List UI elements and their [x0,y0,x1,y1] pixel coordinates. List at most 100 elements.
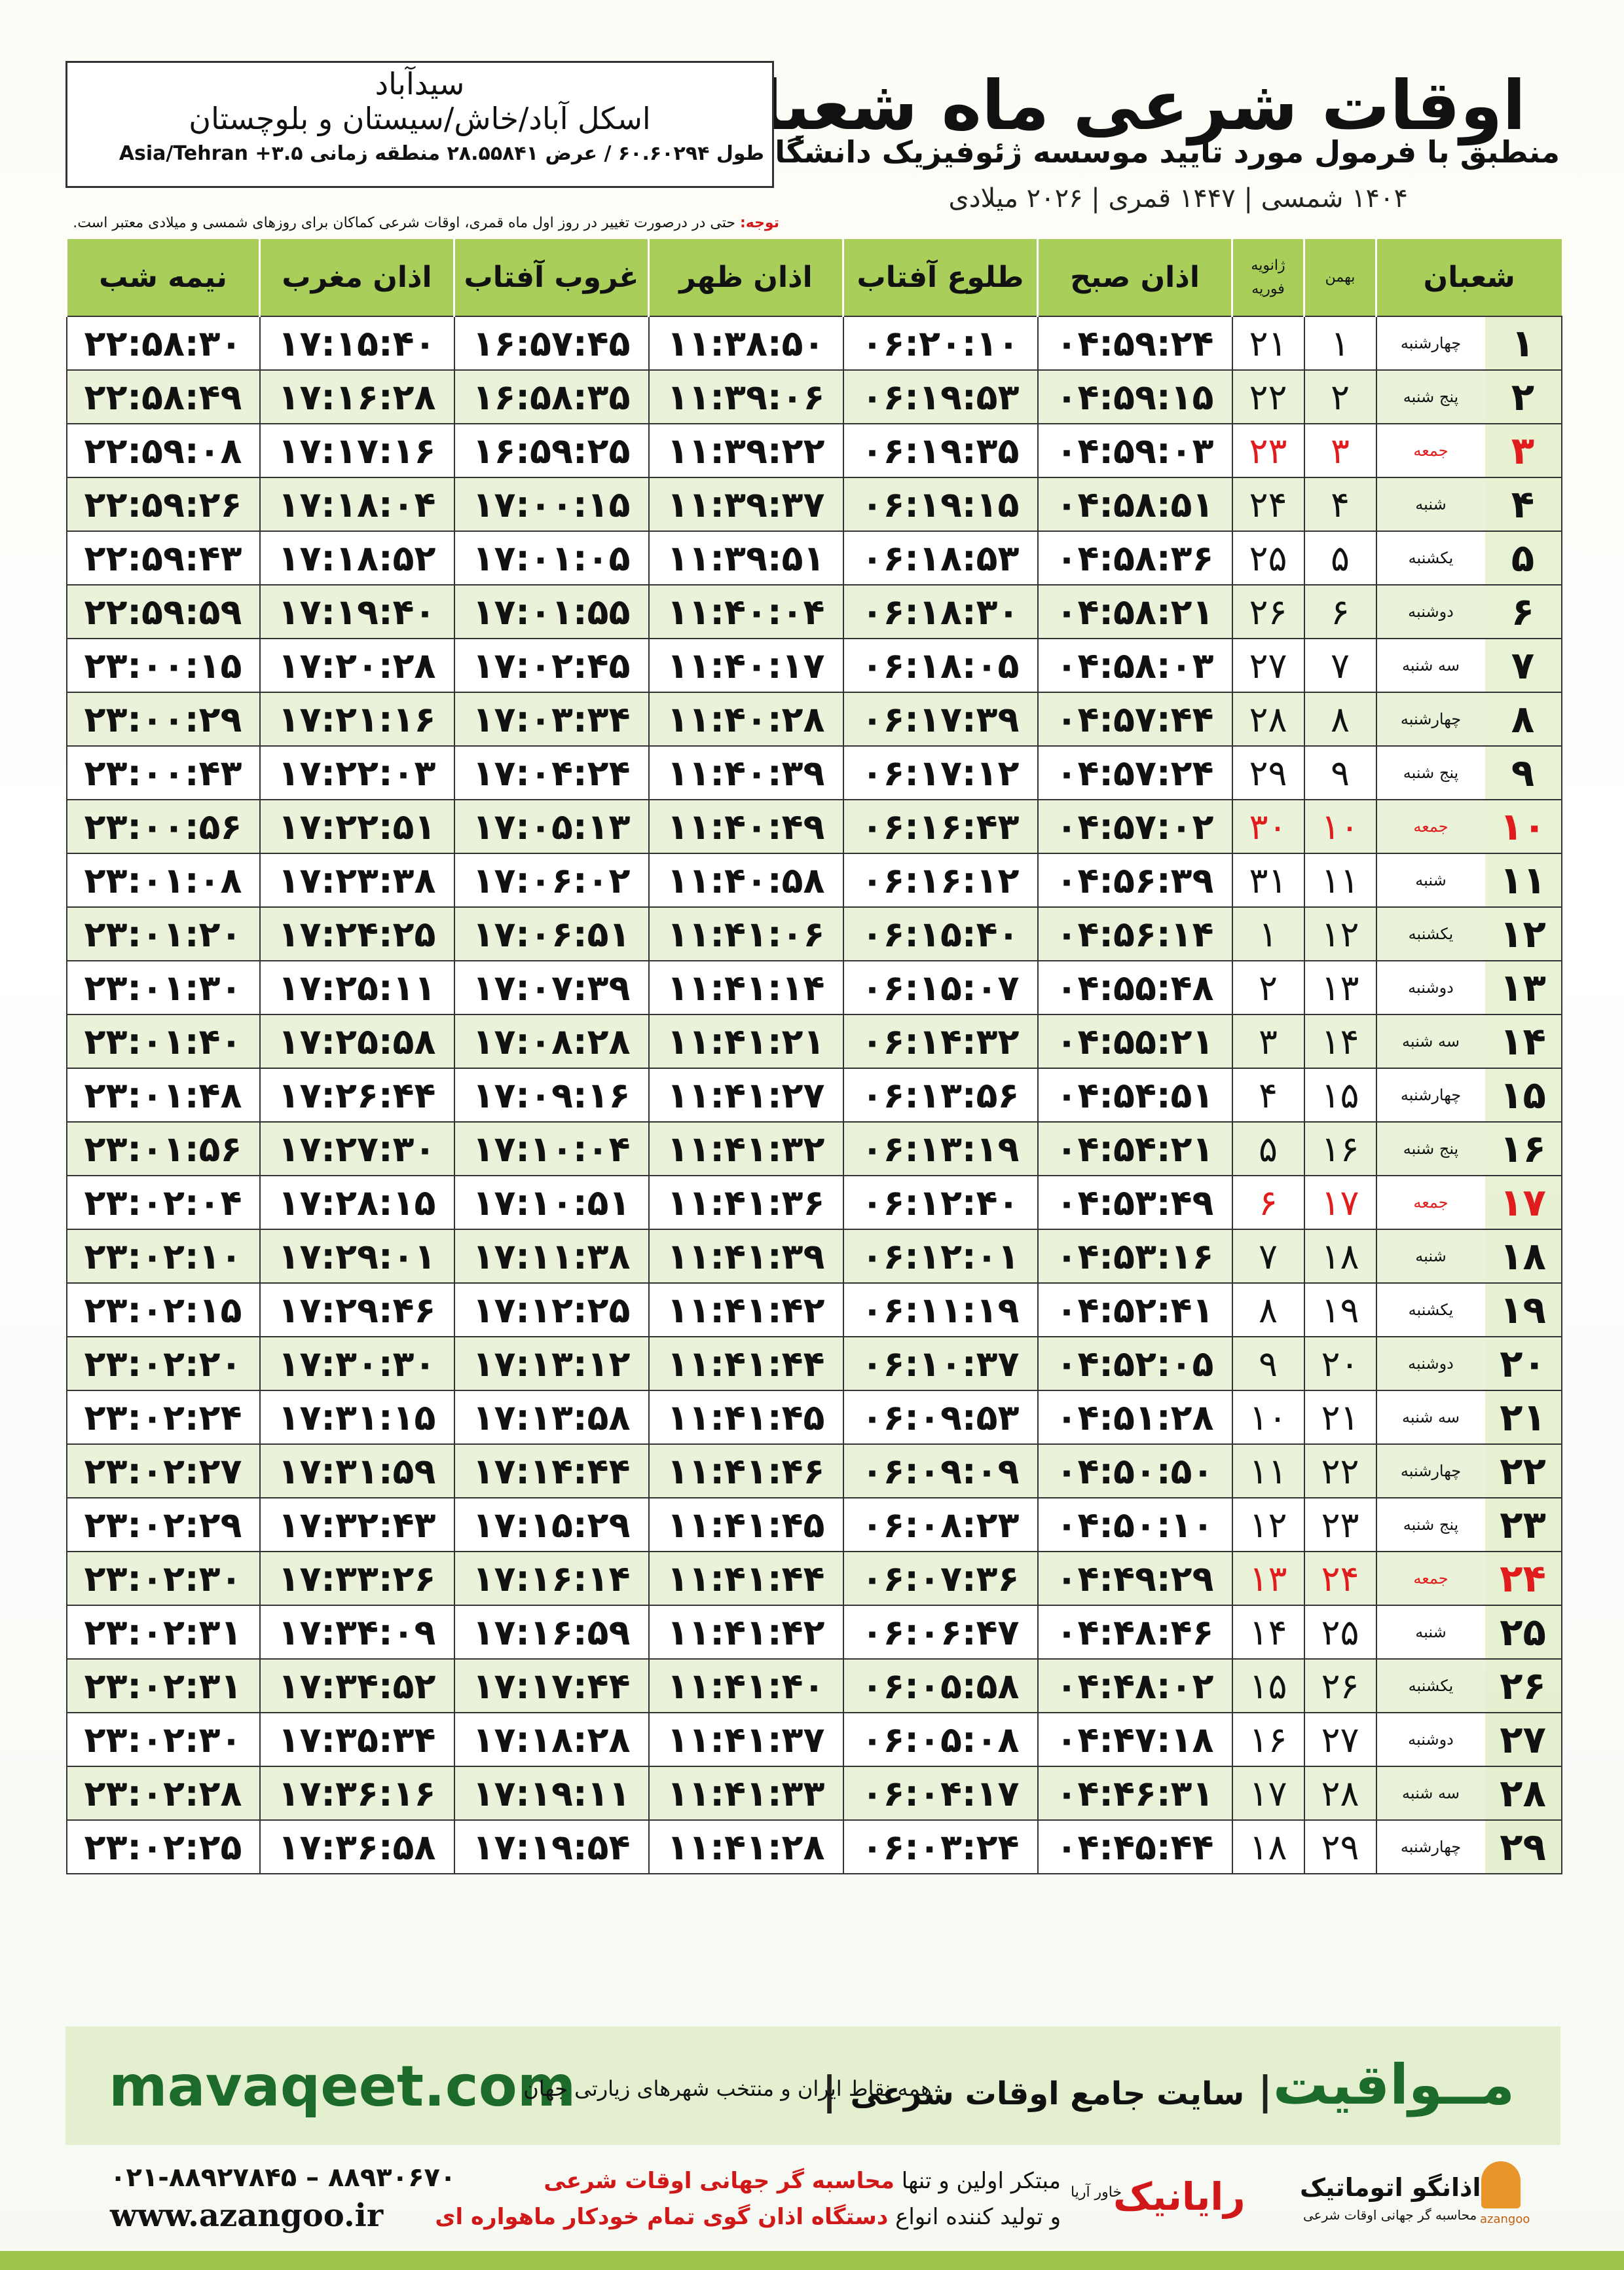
table-cell: ۱۷:۱۷:۱۶ [259,423,455,478]
table-cell: ۱۷:۲۱:۱۶ [259,692,455,747]
table-cell: ۱۷:۱۹:۴۰ [259,584,455,639]
table-cell: ۰۶:۱۵:۴۰ [842,906,1039,961]
table-cell: ۰۴:۵۴:۵۱ [1037,1068,1233,1123]
table-cell: ۱۰ [1303,799,1377,854]
table-row: ۸ چهارشنبه ۸ ۲۸ ۰۴:۵۷:۴۴ ۰۶:۱۷:۳۹ ۱۱:۴۰:۲۸ ۱۷:۰… [65,692,1562,747]
table-cell: ۲۹ [1231,745,1305,800]
table-cell: ۲۸ [1231,692,1305,747]
table-cell: ۲۳:۰۱:۰۸ [65,853,261,908]
table-cell: ۱۱:۴۱:۲۱ [648,1014,844,1069]
logo-text: رایانیک [1113,2174,1246,2219]
table-cell: ۲۳:۰۲:۱۰ [65,1229,261,1284]
header-cell: ژانویه فوریه [1231,239,1304,316]
brand: مــواقیت [1272,2053,1515,2117]
table-cell: جمعه [1375,1175,1485,1230]
table-cell: ۱۰ [1485,799,1562,854]
header-row: شعبان بهمن ژانویه فوریه اذان صبح طلوع آفتا… [65,239,1562,316]
table-cell: ۰۴:۵۷:۴۴ [1037,692,1233,747]
table-cell: ۱۸ [1231,1819,1305,1874]
table-cell: ۲۲:۵۹:۴۳ [65,530,261,586]
table-cell: ۰۶:۱۴:۳۲ [842,1014,1039,1069]
web-address: www.azangoo.ir [110,2197,384,2234]
table-cell: ۰۶:۱۶:۴۳ [842,799,1039,854]
table-cell: یکشنبه [1375,906,1485,961]
table-cell: ۱۹ [1303,1282,1377,1337]
table-cell: ۱۷:۰۱:۰۵ [453,530,650,586]
table-cell: ۴ [1485,477,1562,532]
table-cell: ۱۷:۲۹:۰۱ [259,1229,455,1284]
table-cell: ۲۹ [1485,1819,1562,1874]
table-row: ۱۹ یکشنبه ۱۹ ۸ ۰۴:۵۲:۴۱ ۰۶:۱۱:۱۹ ۱۱:۴۱:۴۲ ۱۷:۱۲… [65,1282,1562,1337]
table-cell: ۲۳:۰۲:۳۱ [65,1658,261,1713]
table-cell: ۱۷:۰۴:۲۴ [453,745,650,800]
table-cell: ۱۷:۰۱:۵۵ [453,584,650,639]
footer-line: و تولید کننده انواع دستگاه اذان گوی تمام… [435,2204,1061,2230]
table-cell: ۱۵ [1485,1068,1562,1123]
table-cell: ۱۷:۲۲:۵۱ [259,799,455,854]
table-row: ۹ پنج شنبه ۹ ۲۹ ۰۴:۵۷:۲۴ ۰۶:۱۷:۱۲ ۱۱:۴۰:۳۹ ۱۷:۰… [65,745,1562,800]
table-cell: ۱۷ [1303,1175,1377,1230]
table-cell: ۰۶:۲۰:۱۰ [842,316,1039,371]
table-cell: ۲۳:۰۲:۳۰ [65,1551,261,1606]
table-cell: جمعه [1375,423,1485,478]
table-row: ۲۰ دوشنبه ۲۰ ۹ ۰۴:۵۲:۰۵ ۰۶:۱۰:۳۷ ۱۱:۴۱:۴۴ ۱۷:۱۳… [65,1336,1562,1391]
table-cell: ۰۴:۵۸:۵۱ [1037,477,1233,532]
table-cell: ۱۷:۳۰:۳۰ [259,1336,455,1391]
table-cell: ۱۷:۱۷:۴۴ [453,1658,650,1713]
table-cell: ۱۱:۴۱:۲۸ [648,1819,844,1874]
table-cell: سه شنبه [1375,638,1485,693]
table-cell: ۱۴ [1231,1605,1305,1660]
table-cell: جمعه [1375,799,1485,854]
table-cell: ۱۷:۲۰:۲۸ [259,638,455,693]
table-cell: ۱۷:۱۵:۴۰ [259,316,455,371]
table-cell: ۱۷ [1485,1175,1562,1230]
table-cell: چهارشنبه [1375,1819,1485,1874]
table-row: ۲ پنج شنبه ۲ ۲۲ ۰۴:۵۹:۱۵ ۰۶:۱۹:۵۳ ۱۱:۳۹:۰۶ ۱۶:۵… [65,369,1562,424]
table-cell: ۲۳ [1485,1497,1562,1552]
table-cell: ۱۷:۱۹:۵۴ [453,1819,650,1874]
table-cell: ۱۷:۱۶:۱۴ [453,1551,650,1606]
table-row: ۲۵ شنبه ۲۵ ۱۴ ۰۴:۴۸:۴۶ ۰۶:۰۶:۴۷ ۱۱:۴۱:۴۲ ۱۷:۱۶:… [65,1605,1562,1660]
table-cell: ۰۶:۰۷:۳۶ [842,1551,1039,1606]
table-cell: ۱۱:۴۰:۴۹ [648,799,844,854]
table-cell: ۱۷:۰۷:۳۹ [453,960,650,1015]
table-body: ۱ چهارشنبه ۱ ۲۱ ۰۴:۵۹:۲۴ ۰۶:۲۰:۱۰ ۱۱:۳۸:۵۰ ۱۶:۵… [65,316,1562,1874]
table-cell: ۱۳ [1485,960,1562,1015]
table-cell: ۱۷:۱۸:۰۴ [259,477,455,532]
table-cell: ۰۶:۱۷:۱۲ [842,745,1039,800]
table-cell: ۲۱ [1303,1390,1377,1445]
table-cell: ۲۴ [1231,477,1305,532]
table-cell: ۲۶ [1303,1658,1377,1713]
table-cell: ۰۴:۴۸:۰۲ [1037,1658,1233,1713]
table-cell: ۲۲ [1231,369,1305,424]
table-cell: ۲۴ [1303,1551,1377,1606]
table-cell: ۲۳:۰۰:۴۳ [65,745,261,800]
table-cell: ۰۶:۰۵:۰۸ [842,1712,1039,1767]
table-cell: ۲۳:۰۱:۴۸ [65,1068,261,1123]
table-cell: ۰۶:۱۱:۱۹ [842,1282,1039,1337]
table-row: ۲۳ پنج شنبه ۲۳ ۱۲ ۰۴:۵۰:۱۰ ۰۶:۰۸:۲۳ ۱۱:۴۱:۴۵ ۱۷… [65,1497,1562,1552]
table-cell: ۱۱:۳۹:۰۶ [648,369,844,424]
table-row: ۱ چهارشنبه ۱ ۲۱ ۰۴:۵۹:۲۴ ۰۶:۲۰:۱۰ ۱۱:۳۸:۵۰ ۱۶:۵… [65,316,1562,371]
table-cell: ۱۸ [1485,1229,1562,1284]
table-cell: ۲۳:۰۲:۲۵ [65,1819,261,1874]
table-cell: ۱۱:۴۰:۳۹ [648,745,844,800]
table-cell: ۲۳:۰۲:۰۴ [65,1175,261,1230]
footer-text: محاسبه گر جهانی اوقات شرعی [544,2168,895,2194]
table-cell: ۱۶ [1231,1712,1305,1767]
table-cell: ۲۴ [1485,1551,1562,1606]
tagline-text: سایت جامع اوقات شرعی [850,2075,1245,2112]
table-cell: ۲ [1303,369,1377,424]
table-cell: ۲۳:۰۲:۲۸ [65,1766,261,1821]
table-cell: ۱۷:۰۹:۱۶ [453,1068,650,1123]
table-cell: ۱۷:۰۳:۳۴ [453,692,650,747]
table-cell: ۱۷:۱۶:۵۹ [453,1605,650,1660]
table-cell: پنج شنبه [1375,745,1485,800]
table-cell: ۱۶:۵۸:۳۵ [453,369,650,424]
table-cell: ۰۴:۵۶:۳۹ [1037,853,1233,908]
table-cell: شنبه [1375,1229,1485,1284]
table-cell: ۰۴:۴۹:۲۹ [1037,1551,1233,1606]
table-cell: ۲۳:۰۰:۱۵ [65,638,261,693]
table-row: ۱۶ پنج شنبه ۱۶ ۵ ۰۴:۵۴:۲۱ ۰۶:۱۳:۱۹ ۱۱:۴۱:۳۲ ۱۷:… [65,1121,1562,1176]
table-cell: ۱۷:۱۲:۲۵ [453,1282,650,1337]
